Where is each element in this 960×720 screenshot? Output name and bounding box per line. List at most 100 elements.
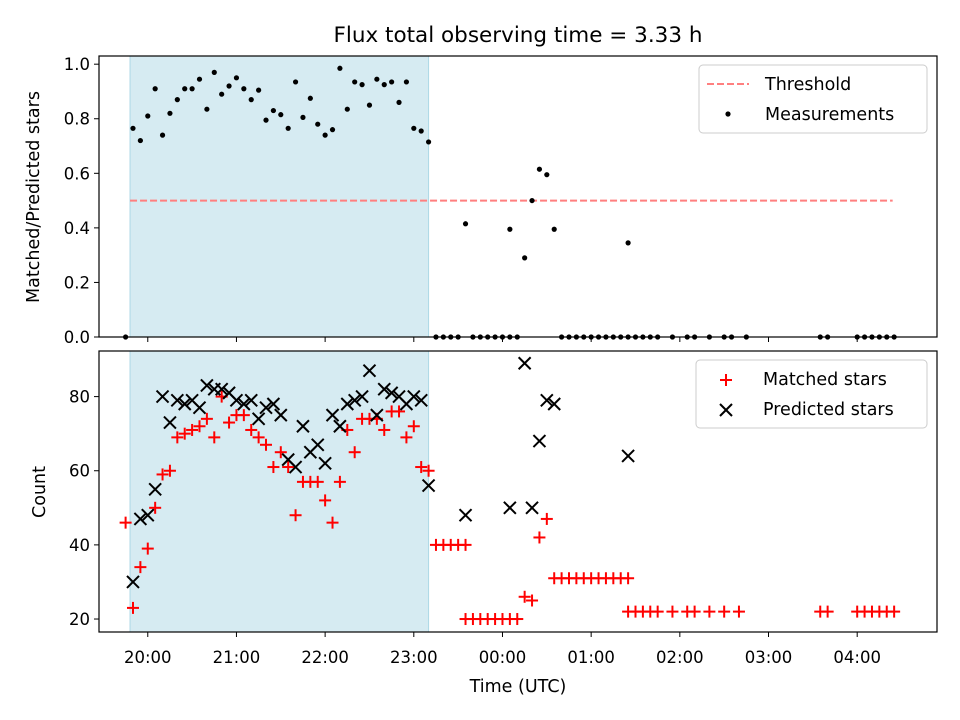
matched-stars-point — [200, 412, 213, 425]
predicted-stars-point-b — [318, 456, 332, 471]
measurement-point — [322, 132, 328, 138]
predicted-stars-point-b — [259, 401, 273, 415]
matched-stars-point — [134, 561, 147, 574]
predicted-stars-point — [244, 393, 258, 408]
x-tick-label: 22:00 — [301, 648, 349, 667]
measurement-point — [307, 95, 313, 101]
measurement-point — [204, 106, 210, 112]
predicted-stars-point-b — [155, 389, 170, 404]
x-axis-ticks: 20:00 21:00 22:00 23:00 00:00 01:00 02:00 03:00… — [124, 648, 881, 667]
matched-stars-point — [533, 531, 546, 544]
predicted-stars-point-b — [281, 452, 295, 467]
observing-window-shade — [129, 55, 430, 338]
predicted-stars-point — [370, 408, 384, 422]
measurement-point — [241, 86, 247, 92]
matched-stars-point — [459, 538, 472, 551]
measurement-point — [189, 86, 195, 92]
matched-stars-point — [326, 516, 339, 529]
matched-stars-point — [526, 594, 539, 607]
predicted-stars-point-b — [347, 393, 362, 408]
matched-stars-point — [400, 431, 413, 444]
measurement-point — [396, 99, 402, 105]
measurement-point — [625, 240, 631, 246]
measurement-point — [403, 79, 410, 85]
predicted-stars-point — [458, 508, 473, 522]
plot-frame — [98, 55, 938, 338]
chart-title: Flux total observing time = 3.33 h — [334, 23, 703, 48]
predicted-stars-point — [133, 512, 148, 526]
predicted-stars-point-b — [126, 575, 140, 589]
predicted-stars-point-b — [251, 412, 266, 426]
predicted-stars-point — [414, 393, 428, 408]
predicted-stars-point-b — [141, 508, 155, 522]
matched-stars-point — [252, 431, 265, 444]
predicted-stars-point-b — [517, 356, 532, 370]
predicted-stars-point-b — [133, 512, 148, 526]
matched-stars-point — [282, 461, 295, 474]
predicted-stars-point-b — [377, 382, 391, 396]
matched-stars-point — [821, 605, 834, 618]
predicted-stars-point — [148, 482, 162, 496]
matched-stars-point — [289, 509, 302, 522]
matched-stars-point — [237, 409, 250, 422]
measurement-point — [315, 121, 321, 127]
predicted-stars-point-b — [340, 397, 355, 411]
y-tick-label: 40 — [69, 536, 90, 555]
matched-stars-point — [319, 494, 332, 507]
measurement-point — [300, 114, 306, 120]
predicted-stars-point — [377, 382, 391, 396]
matched-stars-point — [163, 464, 176, 477]
plot-frame — [98, 350, 938, 633]
matched-stars-point — [407, 420, 420, 433]
measurement-point — [292, 79, 299, 85]
matched-stars-point — [666, 605, 679, 618]
observing-window-shade — [129, 350, 430, 633]
predicted-stars-point-b — [244, 393, 258, 408]
matched-stars-point — [622, 572, 635, 585]
matched-stars-point — [422, 464, 435, 477]
predicted-stars-point — [355, 389, 369, 404]
legend-label-matched: Matched stars — [763, 370, 887, 390]
predicted-stars-point-b — [547, 397, 561, 411]
x-axis-label: Time (UTC) — [469, 677, 567, 697]
predicted-stars-point — [384, 386, 399, 400]
predicted-stars-point-b — [532, 434, 547, 448]
y-tick-label: 0.8 — [64, 110, 90, 129]
measurement-point — [182, 86, 188, 92]
predicted-stars-point-b — [237, 397, 251, 411]
measurement-point — [529, 197, 535, 204]
x-tick-label: 23:00 — [390, 648, 438, 667]
predicted-stars-point-b — [170, 393, 185, 408]
matched-stars-point — [267, 461, 280, 474]
matched-stars-point — [718, 605, 731, 618]
predicted-stars-point — [170, 393, 185, 408]
matched-stars-point — [171, 431, 184, 444]
predicted-stars-point — [517, 356, 532, 370]
predicted-stars-point — [259, 401, 273, 415]
predicted-stars-point — [547, 397, 561, 411]
predicted-stars-point — [178, 397, 192, 411]
x-tick-label: 00:00 — [479, 648, 527, 667]
predicted-stars-point-b — [288, 460, 303, 474]
predicted-stars-point — [155, 389, 170, 404]
measurement-point — [344, 106, 350, 112]
predicted-stars-point-b — [525, 501, 539, 515]
matched-stars-point — [126, 601, 139, 614]
y-axis-label-ratio: Matched/Predicted stars — [24, 91, 44, 303]
measurement-point — [329, 127, 336, 133]
predicted-stars-point — [274, 408, 288, 422]
matched-stars-point — [223, 416, 236, 429]
x-tick-label: 01:00 — [567, 648, 615, 667]
measurement-point — [145, 113, 151, 119]
predicted-stars-point-b — [540, 393, 554, 408]
y-tick-label: 0.4 — [64, 219, 90, 238]
predicted-stars-point-b — [185, 393, 199, 408]
predicted-stars-point-b — [414, 393, 428, 408]
predicted-stars-point — [347, 393, 362, 408]
measurement-point — [389, 79, 395, 85]
legend-swatch-measurements — [725, 111, 731, 117]
measurement-point — [263, 117, 269, 123]
measurement-point — [462, 221, 469, 227]
matched-stars-point — [186, 423, 199, 436]
predicted-stars-point-b — [621, 449, 635, 463]
